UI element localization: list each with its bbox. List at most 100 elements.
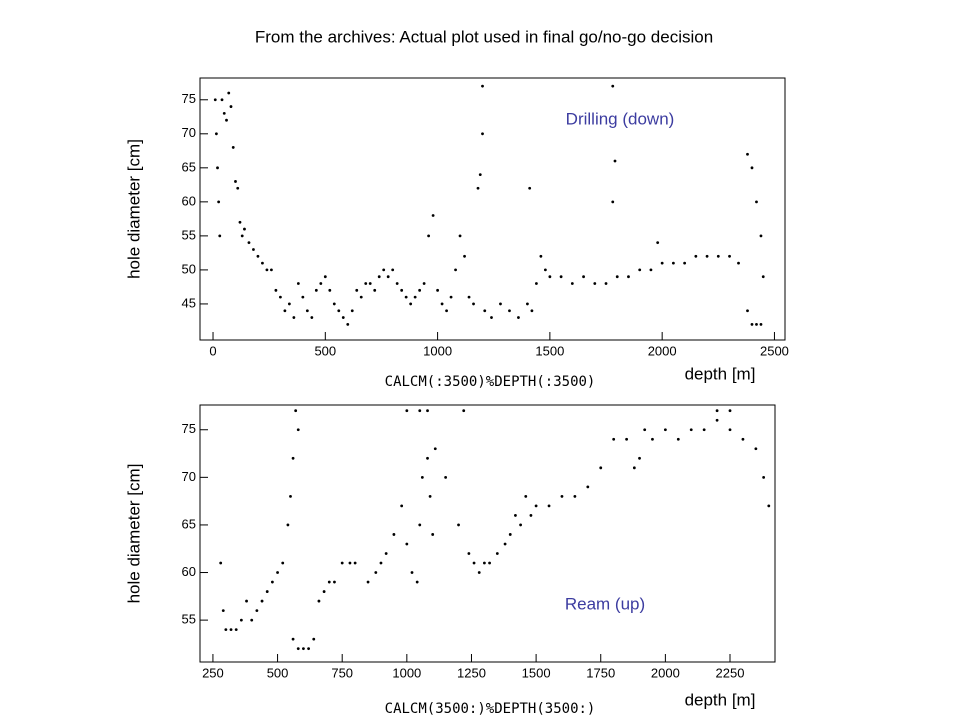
data-point — [638, 268, 642, 272]
data-point — [454, 268, 457, 272]
data-point — [377, 275, 381, 279]
data-point — [467, 552, 471, 555]
data-point — [746, 152, 749, 156]
data-point — [386, 275, 390, 279]
data-point — [481, 84, 484, 88]
data-point — [638, 456, 641, 460]
data-point — [482, 561, 486, 565]
data-point — [746, 309, 749, 313]
data-point — [689, 428, 693, 432]
data-point — [427, 234, 431, 238]
data-point — [319, 282, 323, 285]
data-point — [762, 475, 766, 479]
data-point — [671, 261, 675, 265]
data-point — [611, 84, 615, 88]
data-point — [240, 234, 244, 238]
data-point — [340, 561, 344, 565]
data-point — [611, 200, 615, 204]
data-point — [535, 282, 538, 285]
data-point — [236, 186, 240, 190]
data-point — [458, 234, 462, 238]
data-point — [276, 571, 279, 574]
data-point — [613, 159, 617, 163]
data-point — [384, 552, 388, 555]
plot-frame — [199, 77, 786, 341]
data-point — [291, 637, 295, 641]
data-point — [418, 288, 422, 292]
x-tick-label: 500 — [267, 665, 289, 680]
data-point — [445, 309, 448, 313]
data-point — [317, 599, 321, 603]
data-point — [517, 316, 520, 319]
data-point — [508, 309, 511, 313]
data-point — [415, 580, 419, 584]
data-point — [350, 309, 354, 313]
data-point — [359, 295, 363, 299]
plot-frame — [199, 404, 776, 663]
data-point — [310, 316, 314, 319]
data-point — [327, 580, 331, 584]
data-point — [643, 428, 647, 432]
y-axis-label: hole diameter [cm] — [124, 139, 143, 279]
data-point — [305, 309, 309, 313]
data-point — [547, 504, 551, 508]
data-point — [632, 466, 636, 470]
annotation: Ream (up) — [565, 594, 645, 613]
data-point — [231, 146, 235, 149]
data-point — [761, 275, 765, 279]
data-point — [410, 571, 414, 574]
data-point — [229, 628, 233, 632]
data-point — [649, 268, 653, 272]
data-point — [274, 288, 278, 292]
data-point — [312, 637, 316, 641]
data-point — [524, 494, 528, 498]
data-point — [586, 485, 590, 489]
expression-label: CALCM(3500:)%DEPTH(3500:) — [385, 701, 596, 717]
data-point — [431, 214, 435, 217]
data-point — [514, 514, 517, 517]
data-point — [741, 437, 745, 441]
data-point — [593, 282, 597, 285]
data-point — [716, 254, 720, 258]
x-tick-label: 1500 — [522, 665, 551, 680]
data-point — [296, 647, 300, 651]
x-tick-label: 2000 — [651, 665, 680, 680]
x-tick-label: 1750 — [586, 665, 615, 680]
data-point — [224, 628, 228, 632]
data-point — [750, 322, 754, 326]
data-point — [252, 248, 255, 251]
y-tick-label: 65 — [182, 516, 196, 531]
data-point — [422, 282, 426, 285]
data-point — [715, 409, 719, 413]
x-tick-label: 1500 — [535, 343, 564, 358]
data-point — [218, 234, 222, 238]
x-tick-label: 500 — [314, 343, 336, 358]
data-point — [373, 288, 377, 292]
data-point — [245, 599, 248, 603]
data-point — [467, 295, 471, 299]
data-point — [755, 322, 758, 326]
data-point — [270, 580, 274, 584]
data-point — [750, 166, 754, 170]
x-tick-label: 0 — [209, 343, 216, 358]
y-tick-label: 65 — [182, 159, 196, 174]
data-point — [222, 111, 226, 115]
y-tick-label: 75 — [182, 91, 196, 106]
data-point — [660, 261, 664, 265]
data-point — [625, 437, 628, 441]
data-point — [463, 254, 466, 258]
data-point — [420, 475, 424, 479]
data-point — [715, 418, 719, 422]
data-point — [243, 227, 246, 231]
data-point — [261, 261, 264, 265]
data-point — [287, 302, 291, 306]
data-point — [379, 561, 383, 565]
data-point — [418, 409, 422, 413]
y-tick-label: 55 — [182, 227, 196, 242]
y-tick-label: 50 — [182, 261, 196, 276]
data-point — [528, 186, 532, 190]
data-point — [294, 409, 298, 413]
data-point — [270, 268, 273, 272]
y-tick-label: 60 — [182, 193, 196, 208]
